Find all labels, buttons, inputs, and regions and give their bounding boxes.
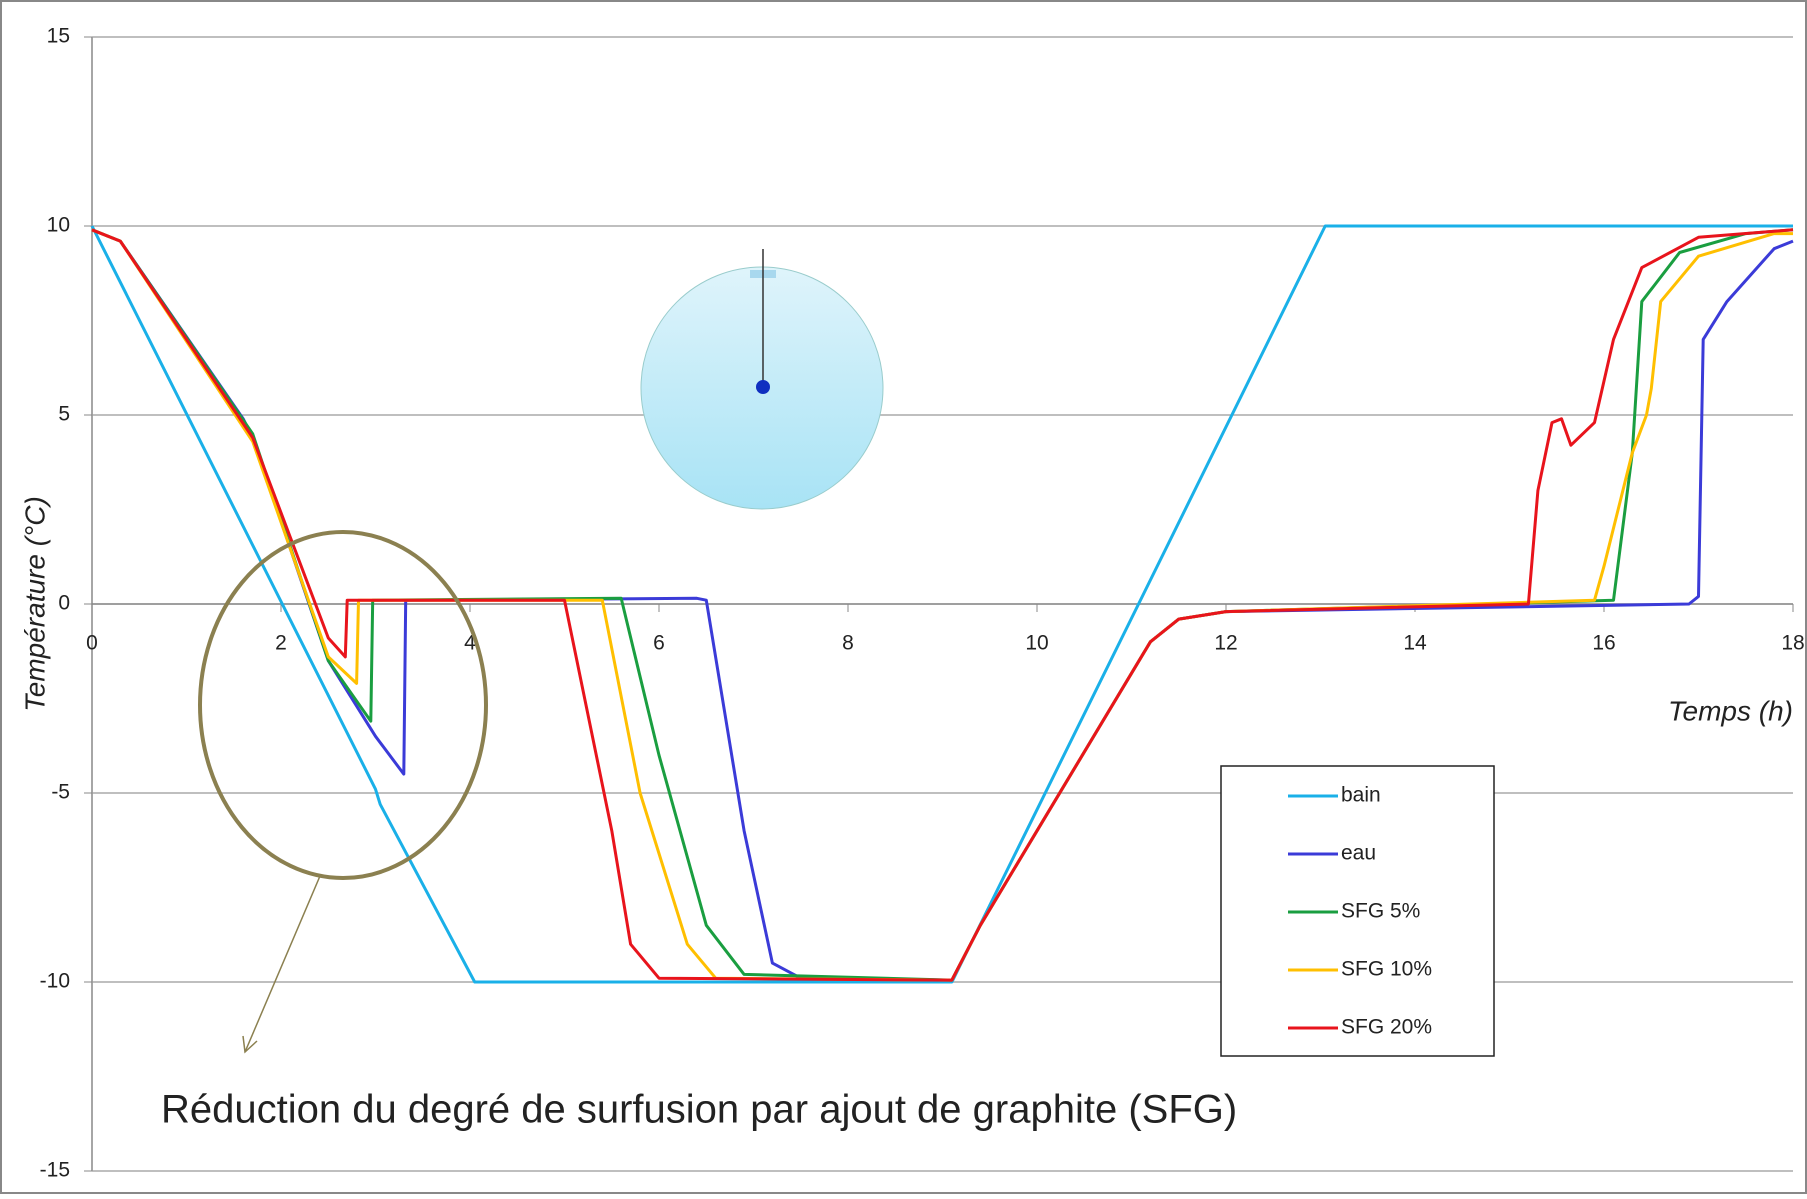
legend-label: bain xyxy=(1341,784,1381,807)
x-tick-label: 2 xyxy=(275,632,287,655)
x-tick-label: 14 xyxy=(1403,632,1427,655)
chart: -15-10-5051015024681012141618 Réduction … xyxy=(0,0,1807,1194)
y-tick-label: -5 xyxy=(51,781,70,804)
legend-label: SFG 20% xyxy=(1341,1016,1432,1039)
chart-frame xyxy=(1,1,1806,1193)
probe-tip xyxy=(756,380,770,394)
y-tick-label: -10 xyxy=(40,970,70,993)
x-tick-label: 6 xyxy=(653,632,665,655)
annotation: Réduction du degré de surfusion par ajou… xyxy=(161,1088,1237,1132)
y-tick-label: 15 xyxy=(47,25,70,48)
y-tick-label: 5 xyxy=(58,403,70,426)
legend-label: SFG 10% xyxy=(1341,958,1432,981)
y-axis-label: Température (°C) xyxy=(19,496,50,712)
x-axis-label: Temps (h) xyxy=(1668,695,1793,726)
y-tick-label: 10 xyxy=(47,214,70,237)
legend-label: eau xyxy=(1341,842,1376,865)
x-tick-label: 10 xyxy=(1025,632,1048,655)
x-tick-label: 18 xyxy=(1781,632,1804,655)
x-tick-label: 12 xyxy=(1214,632,1237,655)
x-tick-label: 8 xyxy=(842,632,854,655)
x-tick-label: 0 xyxy=(86,632,98,655)
legend-label: SFG 5% xyxy=(1341,900,1420,923)
y-tick-label: 0 xyxy=(58,592,70,615)
y-tick-label: -15 xyxy=(40,1159,70,1182)
x-tick-label: 16 xyxy=(1592,632,1615,655)
